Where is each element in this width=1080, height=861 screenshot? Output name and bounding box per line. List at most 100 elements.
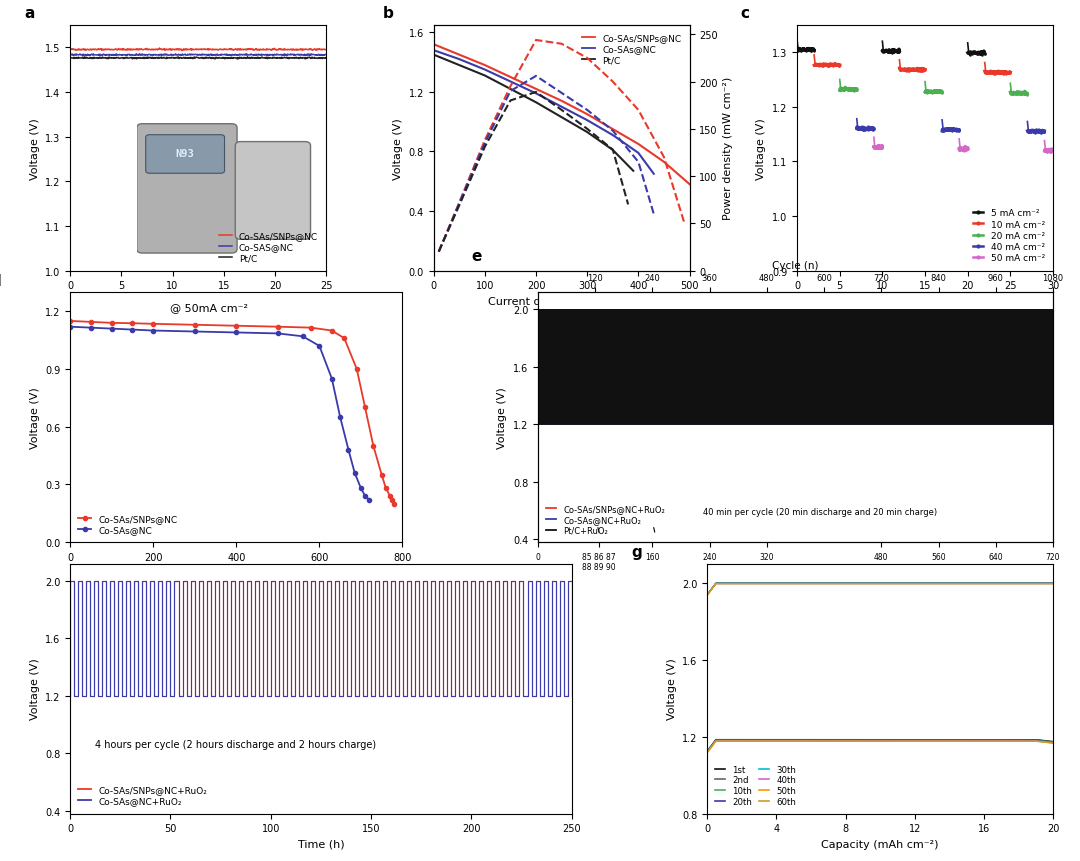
Co-SAs@NC [325, 374, 338, 384]
Legend: 1st, 2nd, 10th, 20th, 30th, 40th, 50th, 60th: 1st, 2nd, 10th, 20th, 30th, 40th, 50th, … [712, 761, 799, 809]
Co-SAs/SNPs@NC [453, 51, 465, 61]
Text: d: d [0, 273, 1, 288]
Co-SAs@NC [348, 468, 361, 479]
Pt/C [109, 53, 122, 64]
50 mA cm⁻² [875, 142, 888, 152]
Line: 40 mA cm⁻²: 40 mA cm⁻² [855, 127, 875, 133]
Pt/C [215, 54, 228, 65]
Co-SAs/SNPs@NC [64, 316, 77, 326]
50 mA cm⁻² [873, 143, 886, 153]
Co-SAs/SNPs@NC [105, 319, 118, 329]
Co-SAS@NC [180, 51, 193, 61]
10 mA cm⁻² [819, 60, 832, 71]
X-axis label: Cycle (n): Cycle (n) [772, 261, 819, 270]
50 mA cm⁻² [876, 143, 889, 153]
Co-SAs@NC [105, 324, 118, 334]
Co-SAs/SNPs@NC [325, 326, 338, 337]
Co-SAs@NC [354, 484, 367, 494]
Co-SAs/SNPs@NC [658, 158, 671, 168]
Co-SAs/SNPs@NC [606, 125, 619, 135]
Y-axis label: Voltage (V): Voltage (V) [29, 387, 40, 449]
Co-SAs/SNPs@NC [130, 45, 143, 55]
Co-SAs@NC [313, 341, 326, 351]
40 mA cm⁻² [866, 124, 879, 134]
Line: Pt/C: Pt/C [434, 56, 633, 171]
Line: Co-SAs/SNPs@NC: Co-SAs/SNPs@NC [434, 45, 689, 185]
Line: 5 mA cm⁻²: 5 mA cm⁻² [796, 48, 815, 53]
Co-SAs@NC [428, 46, 441, 56]
Line: Co-SAs@NC: Co-SAs@NC [68, 325, 372, 502]
20 mA cm⁻² [845, 86, 858, 96]
Pt/C [241, 53, 254, 63]
Co-SAs/SNPs@NC [180, 45, 193, 55]
X-axis label: Specific capacity (mAh g⁻¹): Specific capacity (mAh g⁻¹) [160, 567, 313, 578]
Text: 4 hours per cycle (2 hours discharge and 2 hours charge): 4 hours per cycle (2 hours discharge and… [95, 739, 377, 749]
Co-SAS@NC [130, 51, 143, 61]
Pt/C [179, 54, 192, 65]
Co-SAs/SNPs@NC [188, 320, 201, 331]
Line: Co-SAs/SNPs@NC: Co-SAs/SNPs@NC [68, 319, 396, 506]
Co-SAs@NC [359, 491, 372, 501]
20 mA cm⁻² [839, 83, 852, 93]
Co-SAs/SNPs@NC [176, 46, 189, 57]
Legend: Co-SAs/SNPs@NC, Co-SAs@NC, Pt/C: Co-SAs/SNPs@NC, Co-SAs@NC, Pt/C [579, 30, 685, 69]
Co-SAs/SNPs@NC [64, 45, 77, 55]
Pt/C [626, 166, 639, 177]
Line: 10 mA cm⁻²: 10 mA cm⁻² [813, 64, 840, 68]
Co-SAs/SNPs@NC [257, 45, 270, 55]
50 mA cm⁻² [874, 142, 887, 152]
Co-SAs@NC [453, 55, 465, 65]
Line: Pt/C: Pt/C [70, 58, 326, 60]
10 mA cm⁻² [824, 60, 837, 71]
Co-SAS@NC [215, 51, 228, 61]
40 mA cm⁻² [862, 124, 875, 134]
5 mA cm⁻² [801, 46, 814, 56]
Y-axis label: Voltage (V): Voltage (V) [29, 118, 40, 179]
Co-SAs@NC [296, 331, 309, 342]
Text: b: b [382, 7, 393, 22]
Co-SAs/SNPs@NC [109, 45, 122, 55]
20 mA cm⁻² [834, 86, 847, 96]
Co-SAs@NC [188, 327, 201, 338]
Co-SAs/SNPs@NC [428, 40, 441, 50]
40 mA cm⁻² [850, 124, 863, 134]
Pt/C [606, 146, 619, 156]
40 mA cm⁻² [861, 124, 874, 134]
Co-SAs/SNPs@NC [305, 323, 318, 333]
Line: Co-SAs@NC: Co-SAs@NC [434, 51, 653, 175]
20 mA cm⁻² [849, 84, 862, 95]
Co-SAs@NC [230, 328, 243, 338]
Line: Co-SAs/SNPs@NC: Co-SAs/SNPs@NC [70, 49, 326, 52]
Co-SAS@NC [257, 51, 270, 61]
Co-SAs/SNPs@NC [147, 319, 160, 330]
Co-SAs/SNPs@NC [320, 45, 333, 55]
Co-SAs/SNPs@NC [683, 180, 696, 190]
20 mA cm⁻² [841, 84, 854, 95]
5 mA cm⁻² [801, 45, 814, 55]
Co-SAs@NC [342, 445, 355, 455]
Pt/C [478, 71, 491, 82]
20 mA cm⁻² [846, 84, 859, 95]
Co-SAs/SNPs@NC [367, 441, 380, 451]
Y-axis label: Voltage (V): Voltage (V) [29, 658, 40, 720]
50 mA cm⁻² [867, 142, 880, 152]
Line: 20 mA cm⁻²: 20 mA cm⁻² [839, 87, 858, 93]
Legend: Co-SAs/SNPs@NC+RuO₂, Co-SAs@NC+RuO₂: Co-SAs/SNPs@NC+RuO₂, Co-SAs@NC+RuO₂ [75, 782, 211, 809]
Co-SAs/SNPs@NC [632, 139, 645, 150]
Legend: Co-SAs/SNPs@NC, Co-SAs@NC: Co-SAs/SNPs@NC, Co-SAs@NC [75, 511, 181, 538]
Co-SAs/SNPs@NC [581, 110, 594, 121]
40 mA cm⁻² [861, 125, 874, 135]
X-axis label: Capacity (mAh cm⁻²): Capacity (mAh cm⁻²) [822, 839, 939, 849]
Co-SAs@NC [504, 77, 517, 88]
X-axis label: Time (h): Time (h) [902, 296, 948, 307]
Co-SAs/SNPs@NC [383, 491, 396, 501]
5 mA cm⁻² [798, 46, 811, 56]
Pt/C [64, 53, 77, 64]
Pt/C [231, 55, 244, 65]
10 mA cm⁻² [825, 59, 838, 70]
Co-SAs@NC [606, 131, 619, 141]
Co-SAs@NC [555, 102, 568, 113]
Co-SAS@NC [130, 50, 143, 60]
Co-SAS@NC [109, 51, 122, 61]
Text: c: c [741, 7, 750, 22]
